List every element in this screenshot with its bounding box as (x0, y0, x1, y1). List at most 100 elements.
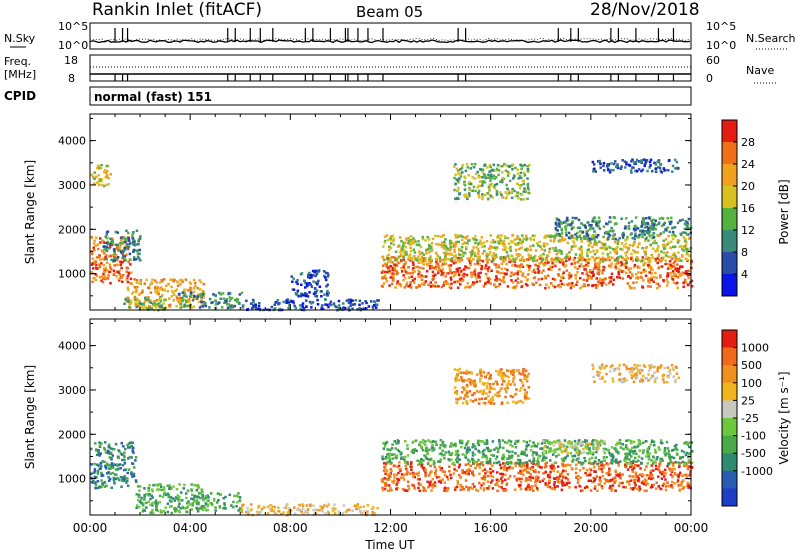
scatter-cell (406, 447, 409, 450)
scatter-cell (578, 230, 582, 233)
scatter-cell (299, 292, 303, 295)
scatter-cell (583, 284, 587, 288)
scatter-cell (324, 276, 327, 279)
scatter-cell (500, 193, 503, 196)
scatter-cell (589, 242, 592, 245)
scatter-cell (206, 508, 209, 512)
scatter-cell (333, 304, 337, 308)
scatter-cell (442, 234, 445, 237)
scatter-cell (672, 274, 675, 278)
scatter-cell (519, 487, 523, 491)
scatter-cell (199, 295, 203, 298)
scatter-cell (172, 485, 175, 488)
scatter-cell (240, 291, 244, 295)
scatter-cell (473, 252, 476, 255)
scatter-cell (377, 299, 380, 302)
scatter-cell (119, 263, 122, 267)
scatter-cell (492, 454, 495, 457)
scatter-cell (396, 465, 399, 468)
scatter-cell (494, 285, 498, 289)
scatter-cell (607, 264, 611, 267)
power-y-label: Slant Range [km] (23, 160, 37, 264)
scatter-cell (139, 259, 142, 262)
scatter-cell (611, 484, 615, 487)
scatter-cell (636, 265, 640, 268)
scatter-cell (615, 262, 619, 265)
scatter-cell (491, 475, 495, 478)
scatter-cell (418, 489, 421, 493)
scatter-cell (643, 468, 647, 471)
scatter-cell (323, 503, 326, 507)
scatter-cell (606, 237, 610, 241)
scatter-cell (126, 275, 130, 278)
scatter-cell (413, 281, 416, 284)
scatter-cell (676, 258, 680, 262)
scatter-cell (149, 497, 152, 501)
scatter-cell (511, 168, 514, 171)
scatter-cell (514, 464, 517, 467)
scatter-cell (291, 300, 295, 303)
scatter-cell (553, 285, 557, 289)
scatter-cell (118, 449, 121, 453)
scatter-cell (592, 461, 596, 465)
scatter-cell (454, 271, 458, 274)
scatter-cell (381, 270, 385, 273)
scatter-cell (660, 250, 663, 253)
scatter-cell (130, 444, 133, 448)
scatter-cell (528, 439, 532, 443)
scatter-cell (630, 160, 633, 163)
scatter-cell (493, 255, 496, 258)
scatter-cell (552, 240, 556, 243)
scatter-cell (441, 478, 444, 481)
scatter-cell (602, 456, 606, 459)
scatter-cell (399, 469, 402, 473)
scatter-cell (616, 258, 619, 262)
scatter-cell (588, 474, 591, 477)
scatter-cell (597, 272, 601, 275)
scatter-cell (260, 507, 264, 511)
scatter-cell (676, 166, 679, 170)
scatter-cell (456, 189, 459, 192)
scatter-cell (669, 263, 672, 267)
scatter-cell (636, 235, 639, 238)
scatter-cell (455, 268, 458, 271)
scatter-cell (616, 239, 620, 242)
scatter-cell (670, 267, 673, 270)
scatter-cell (267, 505, 270, 508)
scatter-cell (633, 449, 637, 453)
scatter-cell (114, 477, 118, 481)
scatter-cell (608, 171, 612, 174)
scatter-cell (662, 482, 666, 486)
scatter-cell (178, 502, 181, 505)
scatter-cell (349, 298, 353, 302)
scatter-cell (550, 463, 554, 467)
scatter-cell (488, 193, 492, 197)
scatter-cell (646, 169, 649, 173)
scatter-cell (548, 250, 551, 254)
scatter-cell (108, 270, 111, 274)
freq-label: Freq. (4, 55, 31, 68)
scatter-cell (600, 467, 603, 471)
scatter-cell (471, 470, 474, 473)
scatter-cell (533, 259, 537, 263)
scatter-cell (645, 256, 648, 259)
scatter-cell (457, 172, 460, 175)
scatter-cell (586, 277, 590, 280)
scatter-cell (128, 441, 132, 445)
scatter-cell (659, 471, 662, 474)
scatter-cell (487, 173, 490, 177)
scatter-cell (122, 237, 125, 240)
scatter-cell (495, 247, 498, 251)
scatter-cell (216, 302, 220, 305)
scatter-cell (491, 239, 495, 242)
scatter-cell (453, 250, 456, 253)
scatter-cell (366, 504, 369, 507)
scatter-cell (619, 247, 622, 251)
scatter-cell (101, 277, 105, 281)
scatter-cell (505, 272, 508, 276)
scatter-cell (471, 189, 474, 192)
scatter-cell (410, 238, 413, 242)
scatter-cell (486, 267, 489, 271)
scatter-cell (629, 450, 632, 453)
scatter-cell (381, 480, 384, 484)
